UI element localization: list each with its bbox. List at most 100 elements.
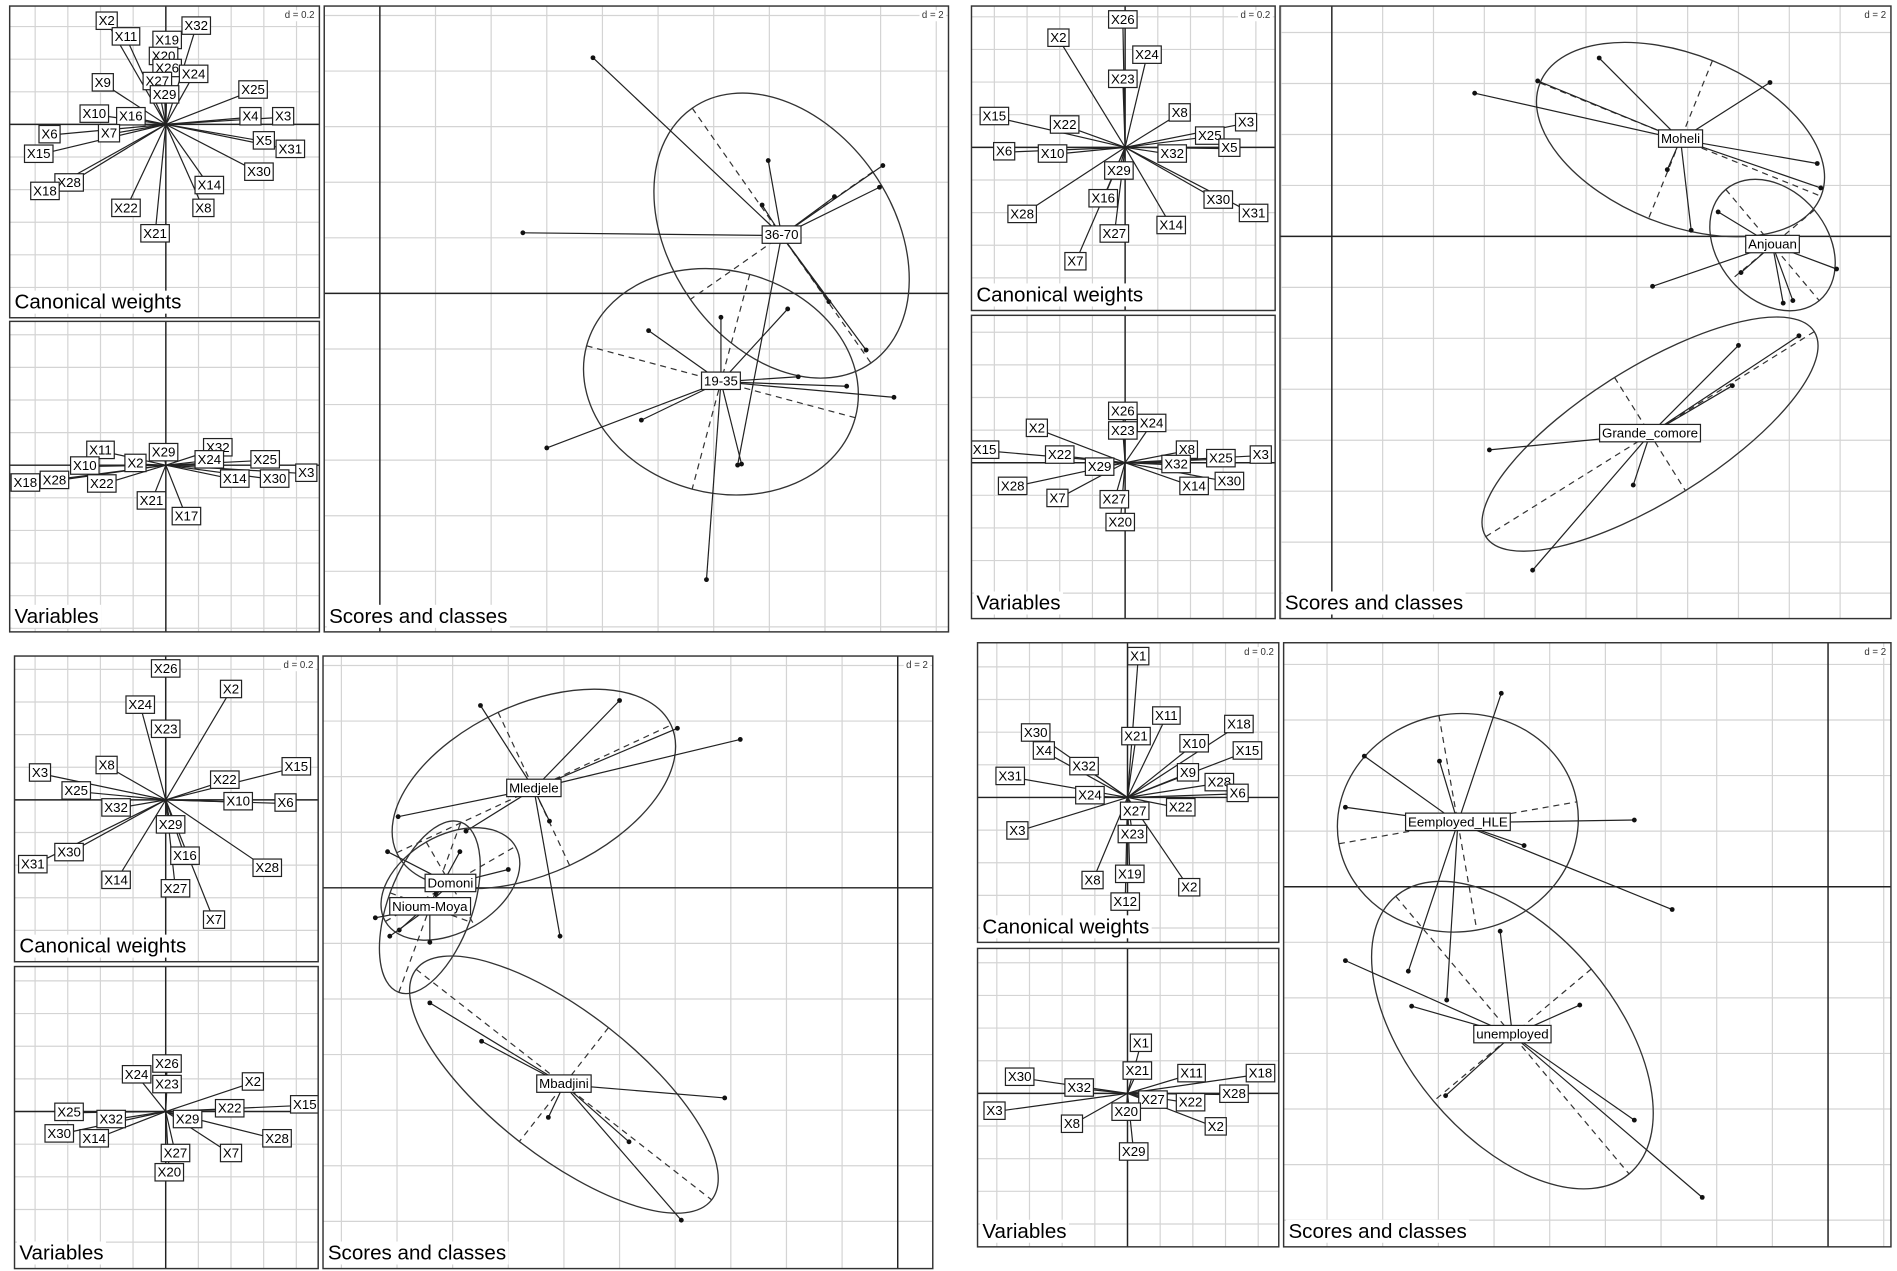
- arrow-label: X3: [1253, 447, 1269, 462]
- arrow-label-box: [150, 659, 181, 678]
- score-point: [457, 849, 463, 855]
- arrow-label: X32: [1164, 457, 1188, 472]
- arrow-label: X3: [1238, 115, 1254, 130]
- star-line: [546, 381, 722, 449]
- arrow-label: X23: [1111, 423, 1135, 438]
- score-point: [1631, 1117, 1637, 1123]
- arrow-label: X22: [218, 1101, 242, 1116]
- arrow-label: X30: [1024, 725, 1048, 740]
- score-point: [463, 828, 469, 834]
- scale-label-box: [1241, 646, 1277, 658]
- arrow-label: X22: [213, 772, 237, 787]
- plot-background: [324, 6, 949, 632]
- class-label: Nioum-Moya: [392, 899, 468, 914]
- star-line: [1407, 822, 1459, 972]
- score-point: [626, 1139, 632, 1145]
- arrow-label: X30: [47, 1126, 71, 1141]
- arrow-label: X27: [164, 881, 188, 896]
- class-label-box: [1657, 129, 1704, 148]
- arrow-label-box: [979, 106, 1010, 126]
- score-point: [722, 1095, 728, 1101]
- arrow-label-box: [30, 181, 60, 201]
- arrow-label: X10: [1041, 146, 1065, 161]
- arrow-label-box: [1176, 763, 1200, 782]
- subplot-title: Scores and classes: [328, 1242, 506, 1265]
- arrow-label-box: [95, 11, 118, 31]
- arrow-label: X22: [1048, 447, 1072, 462]
- arrow-label: X9: [95, 75, 111, 90]
- arrow-label-box: [121, 1064, 152, 1084]
- scale-label-box: [281, 660, 316, 672]
- subplot-scores: Eemployed_HLE unemployed d = 2 Scores and c…: [1282, 642, 1892, 1248]
- arrow-label: X31: [21, 857, 45, 872]
- arrow-label: X3: [275, 109, 291, 124]
- plot-area: X26 X24 X23 X2 X25 X32 X22 X15 X29 X30 X14 X28 X27 X7…: [14, 966, 319, 1269]
- plot-area: 36-70 19-35: [324, 6, 949, 632]
- score-point: [427, 1000, 433, 1006]
- star-line: [1457, 693, 1502, 824]
- arrow-label-box: [170, 846, 200, 865]
- arrow-label: X29: [1107, 163, 1131, 178]
- arrow-label: X6: [277, 795, 293, 810]
- arrow-label-box: [1117, 824, 1148, 844]
- score-point: [1342, 804, 1348, 810]
- arrow-label: X7: [101, 126, 117, 141]
- arrow-label: X32: [1160, 146, 1184, 161]
- arrow-label: X6: [1229, 785, 1245, 800]
- arrow-label: X11: [1155, 708, 1178, 723]
- arrow-label-box: [1245, 1063, 1276, 1083]
- star-line: [1679, 139, 1692, 231]
- score-point: [704, 577, 709, 583]
- arrow-label-box: [101, 798, 131, 817]
- arrow-label-box: [148, 442, 179, 462]
- arrow-label: X7: [1067, 254, 1083, 269]
- arrow-label-box: [136, 491, 167, 510]
- subplot-frame: [8, 320, 321, 633]
- arrow-label: X2: [127, 455, 143, 470]
- score-point: [1715, 209, 1721, 215]
- arrow-label: X24: [182, 66, 206, 81]
- score-point: [795, 374, 801, 380]
- arrow-label-box: [252, 858, 283, 878]
- arrow-label-box: [171, 506, 202, 526]
- score-point: [1631, 817, 1637, 823]
- plot-area: Moheli Anjouan Grande_comore: [1279, 6, 1891, 619]
- subplot-frame: [970, 314, 1276, 620]
- arrow-label-box: [275, 139, 306, 159]
- star-line: [1537, 80, 1681, 141]
- arrow-label: X10: [82, 106, 106, 121]
- arrow-label: X8: [98, 757, 114, 772]
- subplot-frame: [1279, 5, 1892, 620]
- arrow-label: X28: [1207, 775, 1231, 790]
- star-line: [1499, 931, 1514, 1036]
- arrow-label-box: [1107, 10, 1138, 29]
- subplot-title-box: [973, 283, 1146, 307]
- star-line: [533, 788, 561, 937]
- star-line: [720, 381, 847, 387]
- arrow: [1017, 796, 1128, 831]
- arrow-label: X14: [82, 1131, 106, 1146]
- score-point: [1596, 55, 1602, 61]
- subplot-frame: [13, 655, 319, 963]
- class-label: Grande_comore: [1602, 426, 1698, 441]
- arrow-label-box: [111, 198, 141, 218]
- arrow-label-box: [1037, 144, 1068, 163]
- class-ellipse: [1535, 41, 1826, 238]
- arrow-label-box: [1081, 870, 1104, 890]
- arrow-label: X2: [223, 681, 239, 696]
- arrow-label-box: [1238, 203, 1269, 223]
- arrow-label-box: [209, 770, 240, 789]
- arrow-label-box: [140, 223, 170, 243]
- arrow-label: X22: [90, 476, 114, 491]
- arrow-label: X10: [226, 794, 250, 809]
- arrow-label-box: [194, 450, 225, 469]
- arrow-label: X15: [293, 1097, 317, 1112]
- arrow-label: X30: [1008, 1069, 1032, 1084]
- score-point: [765, 158, 771, 163]
- scale-label-box: [1861, 10, 1889, 22]
- subplot-scores: Moheli Anjouan Grande_comore d = 2 Scores an…: [1279, 5, 1892, 620]
- arrow-label-box: [39, 470, 70, 490]
- arrow-label-box: [79, 1128, 110, 1148]
- arrow-label: X1: [1130, 649, 1146, 664]
